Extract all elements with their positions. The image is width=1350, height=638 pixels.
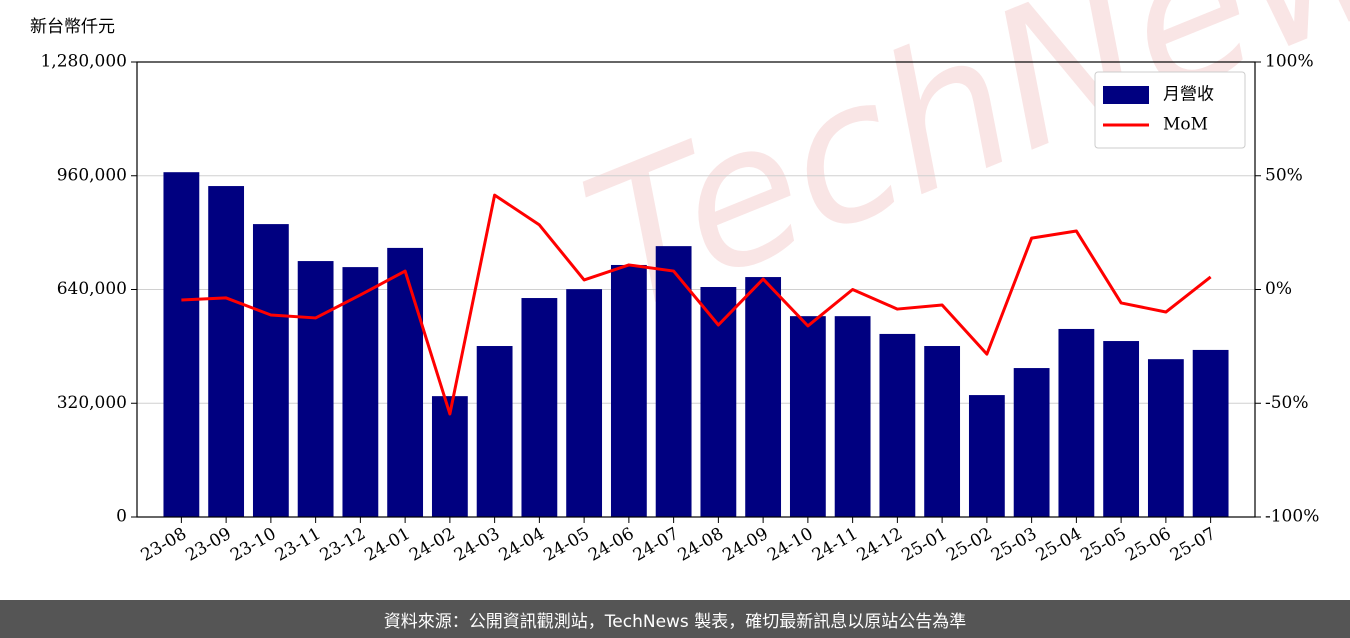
x-tick-label: 25-07 <box>1167 524 1219 566</box>
bar <box>745 277 782 517</box>
legend-label: MoM <box>1163 115 1208 135</box>
bar <box>924 346 961 517</box>
x-tick-label: 25-04 <box>1033 524 1085 566</box>
y-tick-label: 960,000 <box>57 165 127 185</box>
bar <box>208 186 245 517</box>
x-tick-label: 24-11 <box>809 524 861 566</box>
bar <box>1058 328 1095 517</box>
bar <box>252 224 289 517</box>
x-tick-label: 24-04 <box>496 524 548 566</box>
x-tick-label: 24-07 <box>630 524 682 566</box>
bar <box>655 246 692 517</box>
y2-tick-label: 0% <box>1265 279 1292 299</box>
x-tick-label: 24-03 <box>451 524 503 566</box>
x-tick-label: 25-02 <box>943 524 995 566</box>
bar <box>297 261 334 517</box>
bar <box>610 264 647 517</box>
y2-tick-label: 100% <box>1265 52 1314 72</box>
y-tick-label: 320,000 <box>57 393 127 413</box>
bar <box>700 287 737 517</box>
y-tick-label: 640,000 <box>57 279 127 299</box>
x-tick-label: 24-08 <box>675 524 727 566</box>
line <box>181 193 1212 416</box>
bar <box>789 316 826 517</box>
x-tick-label: 23-09 <box>182 524 234 566</box>
bar <box>431 396 468 517</box>
bar <box>1103 341 1140 517</box>
y2-tick-label: -50% <box>1265 393 1309 413</box>
x-tick-label: 23-10 <box>227 524 279 566</box>
bar <box>163 172 200 517</box>
bar <box>834 316 871 517</box>
x-tick-label: 25-05 <box>1077 524 1129 566</box>
y-axis-label: 新台幣仟元 <box>30 17 115 37</box>
x-tick-label: 23-11 <box>272 524 324 566</box>
y2-tick-label: -100% <box>1265 507 1319 527</box>
bar <box>566 289 603 517</box>
x-tick-label: 24-05 <box>540 524 592 566</box>
x-tick-label: 24-02 <box>406 524 458 566</box>
bar <box>387 247 424 517</box>
y2-tick-label: 50% <box>1265 165 1303 185</box>
bar <box>1147 359 1184 517</box>
bar <box>1192 349 1229 517</box>
x-tick-label: 24-09 <box>719 524 771 566</box>
x-tick-label: 24-01 <box>361 524 413 566</box>
legend-box <box>1094 71 1246 149</box>
x-tick-label: 25-01 <box>898 524 950 566</box>
bar <box>879 333 916 517</box>
bar <box>1013 368 1050 517</box>
bar <box>968 395 1005 517</box>
x-tick-label: 23-08 <box>138 524 190 566</box>
footer: 資料來源：公開資訊觀測站，TechNews 製表，確切最新訊息以原站公告為準 <box>0 600 1350 638</box>
plot-frame <box>136 61 1256 518</box>
y-tick-label: 1,280,000 <box>40 52 127 72</box>
legend-label: 月營收 <box>1163 85 1214 105</box>
x-tick-label: 24-12 <box>854 524 906 566</box>
x-tick-label: 23-12 <box>317 524 369 566</box>
y-tick-label: 0 <box>116 507 127 527</box>
bar <box>342 267 379 517</box>
x-tick-label: 24-06 <box>585 524 637 566</box>
x-tick-label: 25-03 <box>988 524 1040 566</box>
bar <box>521 298 558 517</box>
x-tick-label: 24-10 <box>764 524 816 566</box>
legend-swatch <box>1103 86 1149 104</box>
bar <box>476 346 513 517</box>
chart: TechNews 新台幣仟元 0320,000640,000960,0001,2… <box>30 0 1350 566</box>
x-tick-label: 25-06 <box>1122 524 1174 566</box>
